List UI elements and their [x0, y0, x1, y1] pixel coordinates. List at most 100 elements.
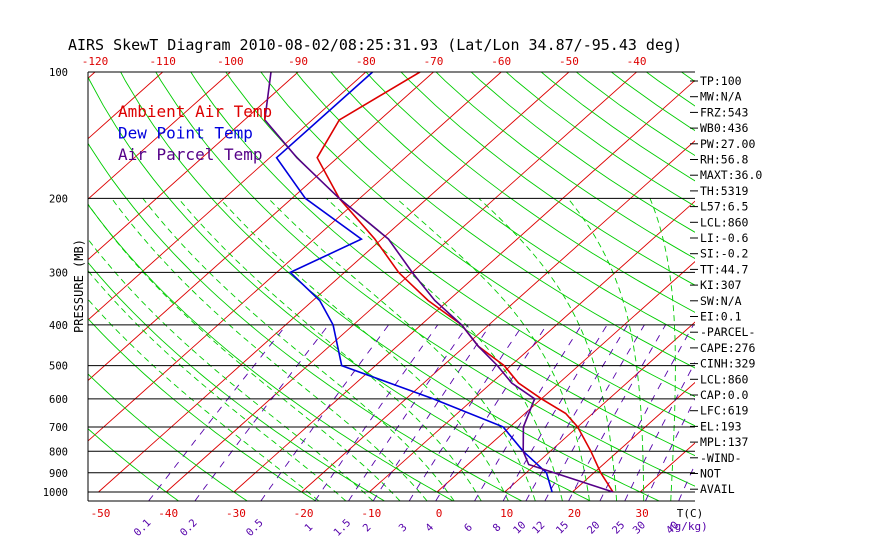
- isotherm-line: [776, 72, 870, 492]
- index-label: CAPE:276: [700, 341, 755, 355]
- mixing-ratio-tick-label: 10: [511, 519, 528, 536]
- index-label: FRZ:543: [700, 105, 749, 119]
- index-label: NOT: [700, 467, 721, 481]
- dry-adiabat-line: [295, 72, 695, 369]
- moist-adiabat-line: [268, 198, 536, 501]
- mixing-ratio-line: [645, 398, 695, 501]
- dew-point-line: [275, 72, 553, 493]
- dry-adiabat-line: [575, 72, 695, 157]
- index-label: PW:27.00: [700, 137, 755, 151]
- isotherm-line: [0, 72, 27, 492]
- index-label: L57:6.5: [700, 200, 748, 214]
- moist-adiabat-line: [178, 198, 482, 501]
- isotherm-line: [233, 79, 695, 493]
- bottom-temp-tick-label: 10: [500, 507, 513, 520]
- index-label: AVAIL: [700, 482, 735, 496]
- isotherm-line: [436, 261, 695, 493]
- isotherm-line: [88, 72, 367, 321]
- moist-adiabat-line: [88, 298, 320, 501]
- bottom-temp-tick-label: 30: [635, 507, 648, 520]
- index-label: KI:307: [700, 278, 742, 292]
- moist-adiabat-line: [88, 203, 401, 501]
- pressure-tick-label: 600: [49, 394, 68, 406]
- pressure-tick-label: 900: [49, 468, 68, 480]
- y-axis-label: PRESSURE (MB): [72, 239, 86, 333]
- mixing-ratio-line: [525, 324, 628, 501]
- dry-adiabat-line: [88, 261, 385, 501]
- index-label: SW:N/A: [700, 294, 742, 308]
- top-temp-tick-label: -120: [82, 55, 109, 68]
- isotherm-line: [639, 442, 695, 493]
- mixing-ratio-line: [568, 324, 666, 501]
- isotherm-line: [98, 72, 570, 493]
- top-temp-tick-label: -110: [149, 55, 176, 68]
- isotherm-line: [88, 72, 231, 200]
- bottom-temp-tick-label: -20: [294, 507, 314, 520]
- dry-adiabat-line: [190, 72, 695, 457]
- pressure-tick-label: 800: [49, 446, 68, 458]
- top-temp-tick-label: -50: [559, 55, 579, 68]
- index-label: SI:-0.2: [700, 247, 748, 261]
- dry-adiabat-line: [680, 72, 695, 83]
- mixing-ratio-tick-label: 8: [491, 521, 504, 534]
- mixing-ratio-tick-label: 0.2: [178, 517, 200, 539]
- bottom-temp-tick-label: -10: [361, 507, 381, 520]
- dry-adiabat-line: [610, 72, 695, 132]
- mixing-ratio-tick-label: 1: [302, 521, 315, 534]
- isotherm-line: [504, 321, 695, 493]
- temp-unit-label: T(C): [677, 507, 704, 520]
- mixing-ratio-line: [194, 324, 329, 501]
- mixing-ratio-line: [314, 324, 439, 501]
- bottom-temp-tick-label: -50: [91, 507, 111, 520]
- bottom-temp-tick-label: 0: [436, 507, 443, 520]
- top-temp-tick-label: -40: [627, 55, 647, 68]
- dry-adiabat-line: [88, 428, 179, 501]
- dry-adiabat-line: [88, 75, 591, 501]
- mixing-ratio-tick-label: 20: [585, 519, 602, 536]
- mixing-ratio-line: [148, 324, 287, 501]
- moist-adiabat-line: [88, 238, 374, 501]
- index-label: MPL:137: [700, 435, 749, 449]
- dry-adiabat-line: [365, 72, 695, 313]
- pressure-tick-label: 200: [49, 193, 68, 205]
- index-label: CAP:0.0: [700, 388, 749, 402]
- top-temp-tick-label: -60: [491, 55, 511, 68]
- index-label: EI:0.1: [700, 310, 742, 324]
- top-temp-tick-label: -80: [356, 55, 376, 68]
- chart-title: AIRS SkewT Diagram 2010-08-02/08:25:31.9…: [68, 36, 682, 54]
- dry-adiabat-line: [400, 72, 695, 286]
- index-label: WB0:436: [700, 121, 749, 135]
- index-label: TP:100: [700, 74, 742, 88]
- moist-adiabat-line: [567, 198, 645, 501]
- mixing-ratio-line: [348, 324, 469, 501]
- index-label: LFC:619: [700, 404, 749, 418]
- mixing-ratio-line: [408, 324, 524, 501]
- top-temp-tick-label: -100: [217, 55, 244, 68]
- mixing-ratio-tick-label: 12: [530, 519, 547, 536]
- isotherm-line: [165, 72, 637, 493]
- dry-adiabat-line: [155, 72, 695, 487]
- index-label: EL:193: [700, 419, 742, 433]
- mixing-ratio-tick-label: 15: [554, 519, 571, 536]
- isotherm-line: [301, 140, 695, 493]
- mixing-ratio-line: [474, 324, 582, 501]
- pressure-tick-label: 700: [49, 422, 68, 434]
- mixing-ratio-unit-label: (g/kg): [668, 520, 708, 533]
- isotherm-line: [369, 200, 695, 493]
- mixing-ratio-tick-label: 1.5: [331, 517, 353, 539]
- index-label: TT:44.7: [700, 262, 749, 276]
- isotherm-line: [88, 72, 502, 442]
- dry-adiabat-line: [540, 72, 695, 182]
- moist-adiabat-line: [396, 198, 590, 501]
- mixing-ratio-line: [435, 324, 548, 501]
- mixing-ratio-line: [599, 324, 694, 501]
- dry-adiabat-line: [88, 318, 316, 501]
- isotherm-line: [88, 72, 299, 261]
- top-temp-tick-label: -90: [288, 55, 308, 68]
- bottom-temp-tick-label: -40: [158, 507, 178, 520]
- pressure-tick-label: 100: [49, 67, 68, 79]
- moist-adiabat-line: [326, 198, 563, 501]
- dry-adiabat-line: [689, 53, 870, 501]
- index-label: -WIND-: [700, 451, 742, 465]
